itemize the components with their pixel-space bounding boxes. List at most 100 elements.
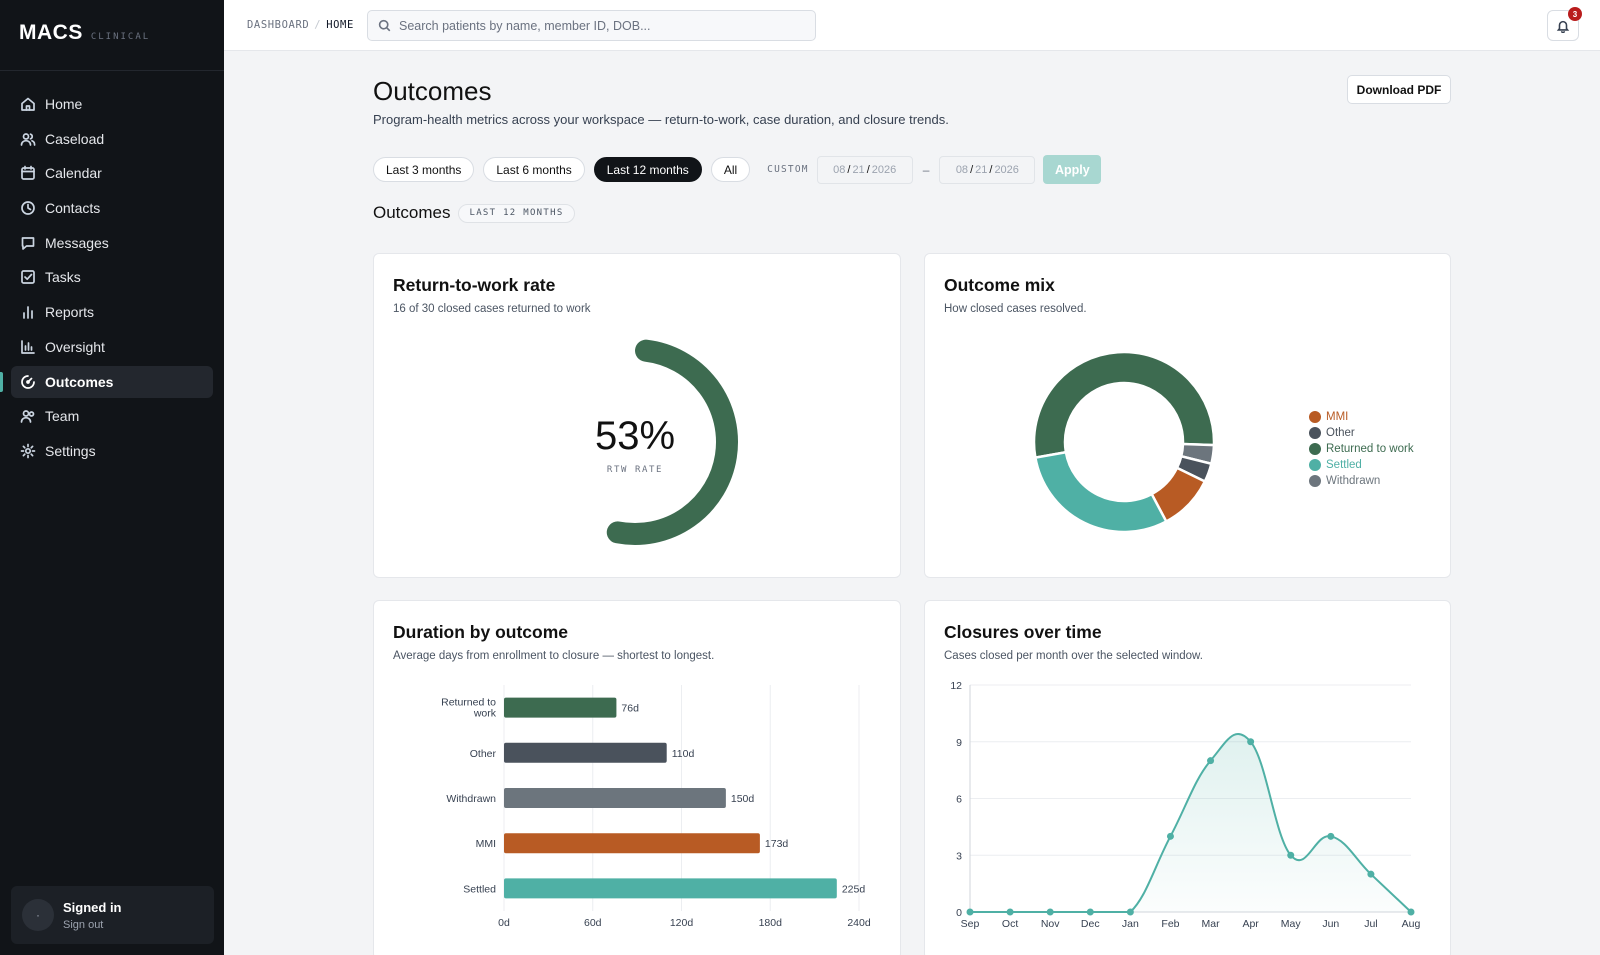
date-to-day[interactable]: 21 <box>975 163 988 176</box>
legend-item-other[interactable]: Other <box>1309 425 1414 441</box>
closures-point-jan[interactable] <box>1126 908 1134 916</box>
bar-returned-to-work[interactable] <box>504 697 617 718</box>
legend-item-withdrawn[interactable]: Withdrawn <box>1309 473 1414 489</box>
rtw-value: 53% <box>595 414 676 458</box>
donut-slice-returned-to-work[interactable] <box>1032 350 1216 460</box>
sidebar-item-messages[interactable]: Messages <box>11 227 213 259</box>
closures-point-mar[interactable] <box>1207 757 1215 765</box>
breadcrumb-dashboard[interactable]: DASHBOARD <box>247 19 310 31</box>
bar-withdrawn[interactable] <box>504 788 726 808</box>
x-tick-label: Aug <box>1402 918 1421 930</box>
legend-label: Withdrawn <box>1326 475 1381 487</box>
x-tick-label: Jul <box>1364 918 1377 930</box>
card-subtitle: Cases closed per month over the selected… <box>944 650 1203 662</box>
x-tick-label: Jan <box>1122 918 1139 930</box>
range-pill-all[interactable]: All <box>710 157 751 182</box>
sidebar-item-home[interactable]: Home <box>11 88 213 120</box>
closures-point-dec[interactable] <box>1086 908 1094 916</box>
closures-point-jun[interactable] <box>1327 832 1335 840</box>
users-icon <box>20 132 36 146</box>
outcome-mix-legend: MMI Other Returned to work Settled Withdrawn <box>1309 409 1414 489</box>
download-pdf-button[interactable]: Download PDF <box>1347 75 1451 104</box>
sidebar-item-contacts[interactable]: Contacts <box>11 192 213 224</box>
closures-area-chart: 0 3 6 9 12 Sep Oct Nov Dec Jan Feb Mar Apr May Jun Jul A… <box>950 680 1421 930</box>
date-separator: / <box>970 163 974 176</box>
rtw-label: RTW RATE <box>606 465 664 475</box>
range-pill-last-3-months[interactable]: Last 3 months <box>373 157 475 182</box>
date-from-input[interactable]: 08/21/2026 <box>816 155 913 184</box>
user-panel[interactable]: · Signed in Sign out <box>11 886 214 944</box>
section-header: Outcomes LAST 12 MONTHS <box>373 203 575 223</box>
search-input[interactable] <box>399 18 799 33</box>
date-from-day[interactable]: 21 <box>852 163 865 176</box>
notifications-button[interactable]: 3 <box>1547 7 1582 41</box>
x-tick-label: Sep <box>961 918 980 930</box>
date-to-month[interactable]: 08 <box>955 163 969 176</box>
date-to-input[interactable]: 08/21/2026 <box>939 155 1036 184</box>
search-box[interactable] <box>367 10 816 41</box>
bar-settled[interactable] <box>504 878 837 899</box>
custom-label: CUSTOM <box>767 164 809 175</box>
sign-out-link[interactable]: Sign out <box>63 918 104 931</box>
x-tick-label: 60d <box>584 917 602 929</box>
date-from-month[interactable]: 08 <box>833 163 846 176</box>
bell-icon <box>1556 20 1570 33</box>
closures-point-sep[interactable] <box>966 908 974 916</box>
apply-button[interactable]: Apply <box>1043 155 1102 184</box>
sidebar-item-caseload[interactable]: Caseload <box>11 123 213 155</box>
closures-point-aug[interactable] <box>1407 908 1415 916</box>
closures-point-feb[interactable] <box>1166 832 1174 840</box>
sidebar-item-oversight[interactable]: Oversight <box>11 331 213 363</box>
legend-item-returned-to-work[interactable]: Returned to work <box>1309 441 1414 457</box>
sidebar-item-reports[interactable]: Reports <box>11 296 213 328</box>
sidebar-item-team[interactable]: Team <box>11 400 213 432</box>
donut-slice-settled[interactable] <box>1033 450 1168 534</box>
closures-point-nov[interactable] <box>1046 908 1054 916</box>
date-separator: / <box>866 163 870 176</box>
signed-in-label: Signed in <box>63 899 122 915</box>
y-tick-label: MMI <box>476 838 496 850</box>
card-title: Closures over time <box>944 622 1102 642</box>
x-tick-label: 180d <box>759 917 783 929</box>
y-tick-label: 9 <box>956 737 962 749</box>
team-icon <box>20 410 35 424</box>
sidebar-item-tasks[interactable]: Tasks <box>11 261 213 293</box>
search-icon <box>378 19 391 32</box>
y-tick-label: 3 <box>956 850 962 862</box>
avatar[interactable]: · <box>22 899 54 931</box>
sidebar-item-settings[interactable]: Settings <box>11 435 213 467</box>
card-title: Duration by outcome <box>393 622 569 642</box>
legend-item-settled[interactable]: Settled <box>1309 457 1414 473</box>
brand-logo[interactable]: MACS <box>19 21 83 44</box>
rtw-card: Return-to-work rate 16 of 30 closed case… <box>373 253 901 578</box>
sidebar-item-calendar[interactable]: Calendar <box>11 157 213 189</box>
y-tick-label: 12 <box>950 680 962 692</box>
closures-point-apr[interactable] <box>1247 738 1255 746</box>
sidebar-item-label: Tasks <box>45 269 81 286</box>
x-tick-label: 240d <box>847 917 871 929</box>
range-pill-last-6-months[interactable]: Last 6 months <box>483 157 585 182</box>
closures-point-may[interactable] <box>1287 851 1295 859</box>
range-pill-last-12-months[interactable]: Last 12 months <box>593 157 702 182</box>
bar-chart-icon <box>23 306 33 319</box>
x-tick-label: Feb <box>1161 918 1179 930</box>
closures-point-jul[interactable] <box>1367 870 1375 878</box>
closures-point-oct[interactable] <box>1006 908 1014 916</box>
legend-swatch <box>1309 411 1321 423</box>
x-tick-label: Nov <box>1041 918 1060 930</box>
bar-mmi[interactable] <box>504 833 760 854</box>
legend-item-mmi[interactable]: MMI <box>1309 409 1414 425</box>
x-tick-label: May <box>1281 918 1302 930</box>
gauge-icon <box>21 374 35 389</box>
date-to-year[interactable]: 2026 <box>994 163 1019 176</box>
bar-other[interactable] <box>504 742 667 763</box>
notification-count-badge: 3 <box>1568 7 1582 21</box>
column-chart-icon <box>21 339 35 354</box>
outcome-mix-card: Outcome mix How closed cases resolved. M… <box>924 253 1451 578</box>
legend-swatch <box>1309 475 1321 487</box>
y-tick-label: Withdrawn <box>446 793 496 805</box>
sidebar-item-outcomes[interactable]: Outcomes <box>0 365 213 398</box>
sidebar-item-label: Caseload <box>45 130 105 147</box>
sidebar-nav: Home Caseload Calendar Contacts Messages Task… <box>0 71 224 467</box>
date-from-year[interactable]: 2026 <box>871 163 897 176</box>
